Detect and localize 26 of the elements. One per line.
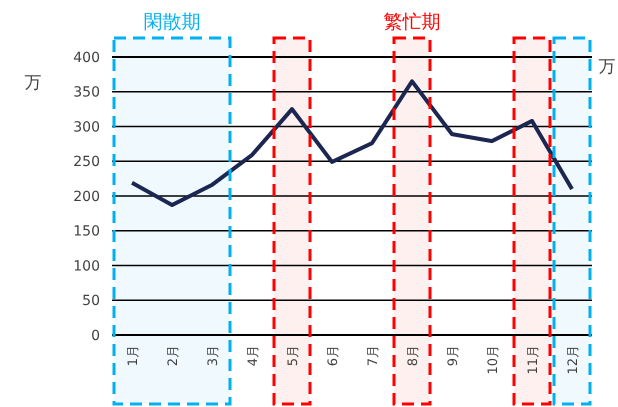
x-tick-label: 7月 xyxy=(366,345,381,366)
y-tick-label: 350 xyxy=(73,84,100,101)
y-tick-label: 400 xyxy=(73,50,100,66)
x-tick-label: 3月 xyxy=(206,345,221,366)
x-tick-label: 10月 xyxy=(486,345,501,375)
x-tick-label: 11月 xyxy=(526,345,541,375)
x-tick-label: 4月 xyxy=(246,345,261,366)
y-tick-label: 50 xyxy=(82,293,100,310)
y-tick-label: 100 xyxy=(73,258,100,274)
band-label: 繁忙期 xyxy=(384,11,440,33)
x-tick-label: 9月 xyxy=(446,345,461,366)
x-tick-label: 2月 xyxy=(166,345,181,366)
y2-axis-title: 万 xyxy=(24,73,42,93)
y-tick-label: 200 xyxy=(73,188,100,205)
x-tick-label: 12月 xyxy=(566,345,581,375)
band-label: 閑散期 xyxy=(144,11,200,33)
x-tick-label: 1月 xyxy=(126,345,141,366)
y-tick-label: 250 xyxy=(73,154,100,170)
y-tick-label: 150 xyxy=(73,224,100,240)
x-tick-label: 5月 xyxy=(286,345,301,366)
y-tick-label: 300 xyxy=(73,119,100,136)
x-tick-label: 6月 xyxy=(326,345,341,366)
y-tick-label: 0 xyxy=(91,328,100,344)
y-axis-title: 万 xyxy=(598,57,616,77)
line-series xyxy=(130,79,574,208)
x-tick-label: 8月 xyxy=(406,345,421,366)
